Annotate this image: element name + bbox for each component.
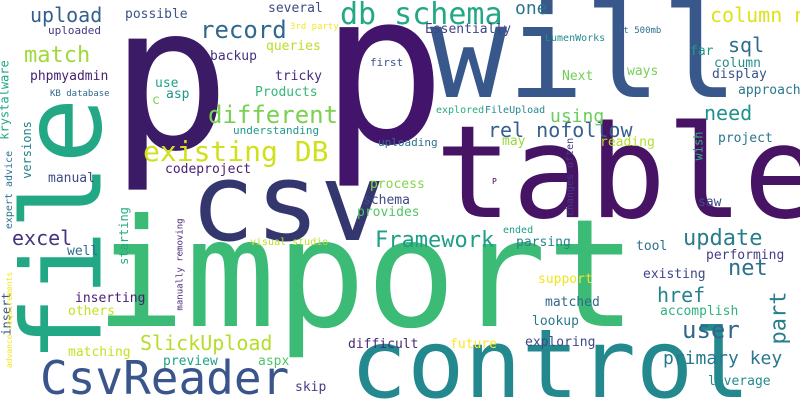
word-leverage: leverage — [708, 374, 771, 389]
word-different: different — [208, 101, 339, 129]
word-advance-requirements: advance requirements — [5, 271, 15, 369]
word-record: record — [200, 16, 287, 44]
word-queries: queries — [266, 39, 321, 54]
word-products: Products — [255, 85, 318, 100]
word-several: several — [268, 1, 323, 16]
word-far: far — [690, 44, 714, 59]
word-inserting: inserting — [75, 291, 146, 306]
word-part: part — [766, 291, 792, 345]
word-parsing: parsing — [516, 235, 571, 250]
word-href: rel nofollow — [488, 118, 633, 142]
word-accomplish: accomplish — [660, 304, 739, 319]
word-manually-removing: manually removing — [175, 218, 186, 311]
word-update: update — [683, 226, 763, 251]
word-tricky: tricky — [275, 69, 322, 84]
word-one: href — [657, 283, 706, 307]
word-sql: column names — [710, 3, 800, 27]
word-matched: matched — [545, 295, 600, 310]
word-p-large-center: p — [320, 0, 447, 192]
word-ended: ended — [503, 225, 534, 236]
word-well: well — [67, 244, 99, 259]
word-slickupload: SlickUpload — [140, 331, 273, 355]
word-lookup: lookup — [532, 314, 579, 329]
word-aspx: aspx — [258, 354, 290, 369]
word-schema: schema — [363, 193, 410, 208]
word-matching: matching — [68, 345, 131, 360]
word-versions: versions — [19, 121, 34, 179]
word-upload: upload — [30, 3, 103, 27]
word-csv: csv — [190, 141, 386, 266]
word-display: display — [712, 67, 767, 82]
word-fileupload: FileUpload — [485, 105, 546, 116]
word-preview: preview — [163, 354, 218, 369]
word-db-schema: db schema — [340, 0, 503, 32]
word-saw: saw — [698, 195, 722, 210]
word-p-small: P — [492, 177, 497, 186]
word-codeproject: codeproject — [165, 162, 252, 177]
word-tool: tool — [636, 239, 668, 254]
word-p-large-left: p — [110, 0, 231, 196]
word-next: Next — [562, 69, 594, 84]
word-column-names: one — [515, 0, 548, 19]
word-import: import — [95, 188, 637, 362]
word-krystalware: krystalware — [0, 60, 12, 140]
word-changes-often: changes often — [565, 137, 577, 217]
word-c: c — [152, 93, 160, 108]
word-primary-key: primary key — [663, 348, 783, 369]
word-use: use — [155, 76, 179, 91]
word-explored: explored — [436, 105, 485, 116]
word-existing: existing — [643, 267, 706, 282]
word-uploading: uploading — [378, 136, 438, 149]
word-match: match — [24, 43, 91, 68]
word-process: process — [370, 177, 425, 192]
word-net: net — [728, 256, 768, 281]
word-ways: ways — [627, 64, 659, 79]
word-approach: approach — [738, 83, 800, 98]
word-skip: skip — [295, 380, 327, 395]
word-manual: manual — [48, 171, 95, 186]
word-uploaded: uploaded — [48, 24, 101, 37]
word-kb-database: KB database — [50, 89, 110, 99]
word-expert-advice: expert advice — [4, 150, 16, 230]
word-control: control — [350, 310, 751, 400]
word-visual-studio: visual studio — [250, 237, 329, 248]
word-using: need — [704, 101, 753, 125]
word-essentially: Essentially — [425, 22, 512, 37]
word-phpmyadmin: phpmyadmin — [30, 69, 109, 84]
word-framework: Framework — [375, 228, 495, 253]
word-wish: wish — [691, 131, 706, 161]
word-first: first — [370, 56, 404, 69]
word-asp: asp — [166, 87, 190, 102]
word-csvreader: CsvReader — [40, 351, 290, 400]
word-lt-500mb: lt 500mb — [618, 26, 662, 36]
word-others: others — [68, 304, 115, 319]
word-excel: excel — [12, 226, 73, 250]
word-3rd-party: 3rd party — [290, 22, 339, 32]
word-lumenworks: LumenWorks — [545, 33, 606, 44]
word-user: user — [682, 316, 740, 344]
word-future: future — [450, 337, 497, 352]
word-support: support — [538, 272, 593, 287]
word-table: table — [435, 99, 800, 248]
word-column: column — [714, 56, 761, 71]
word-performing: performing — [706, 248, 785, 263]
word-provides: provides — [357, 205, 420, 220]
word-project: project — [718, 131, 773, 146]
word-understanding: understanding — [233, 124, 320, 137]
word-existing-db: existing DB — [143, 135, 329, 168]
word-may: may — [502, 134, 526, 149]
word-reading: reading — [600, 135, 655, 150]
word-will: will — [430, 0, 739, 128]
word-need: sql — [728, 33, 765, 57]
word-starting: starting — [116, 207, 131, 265]
word-rel-nofollow: using — [550, 106, 605, 127]
word-difficult: difficult — [348, 337, 419, 352]
word-exploring: exploring — [525, 335, 596, 350]
word-backup: backup — [210, 49, 257, 64]
word-possible: possible — [125, 7, 188, 22]
